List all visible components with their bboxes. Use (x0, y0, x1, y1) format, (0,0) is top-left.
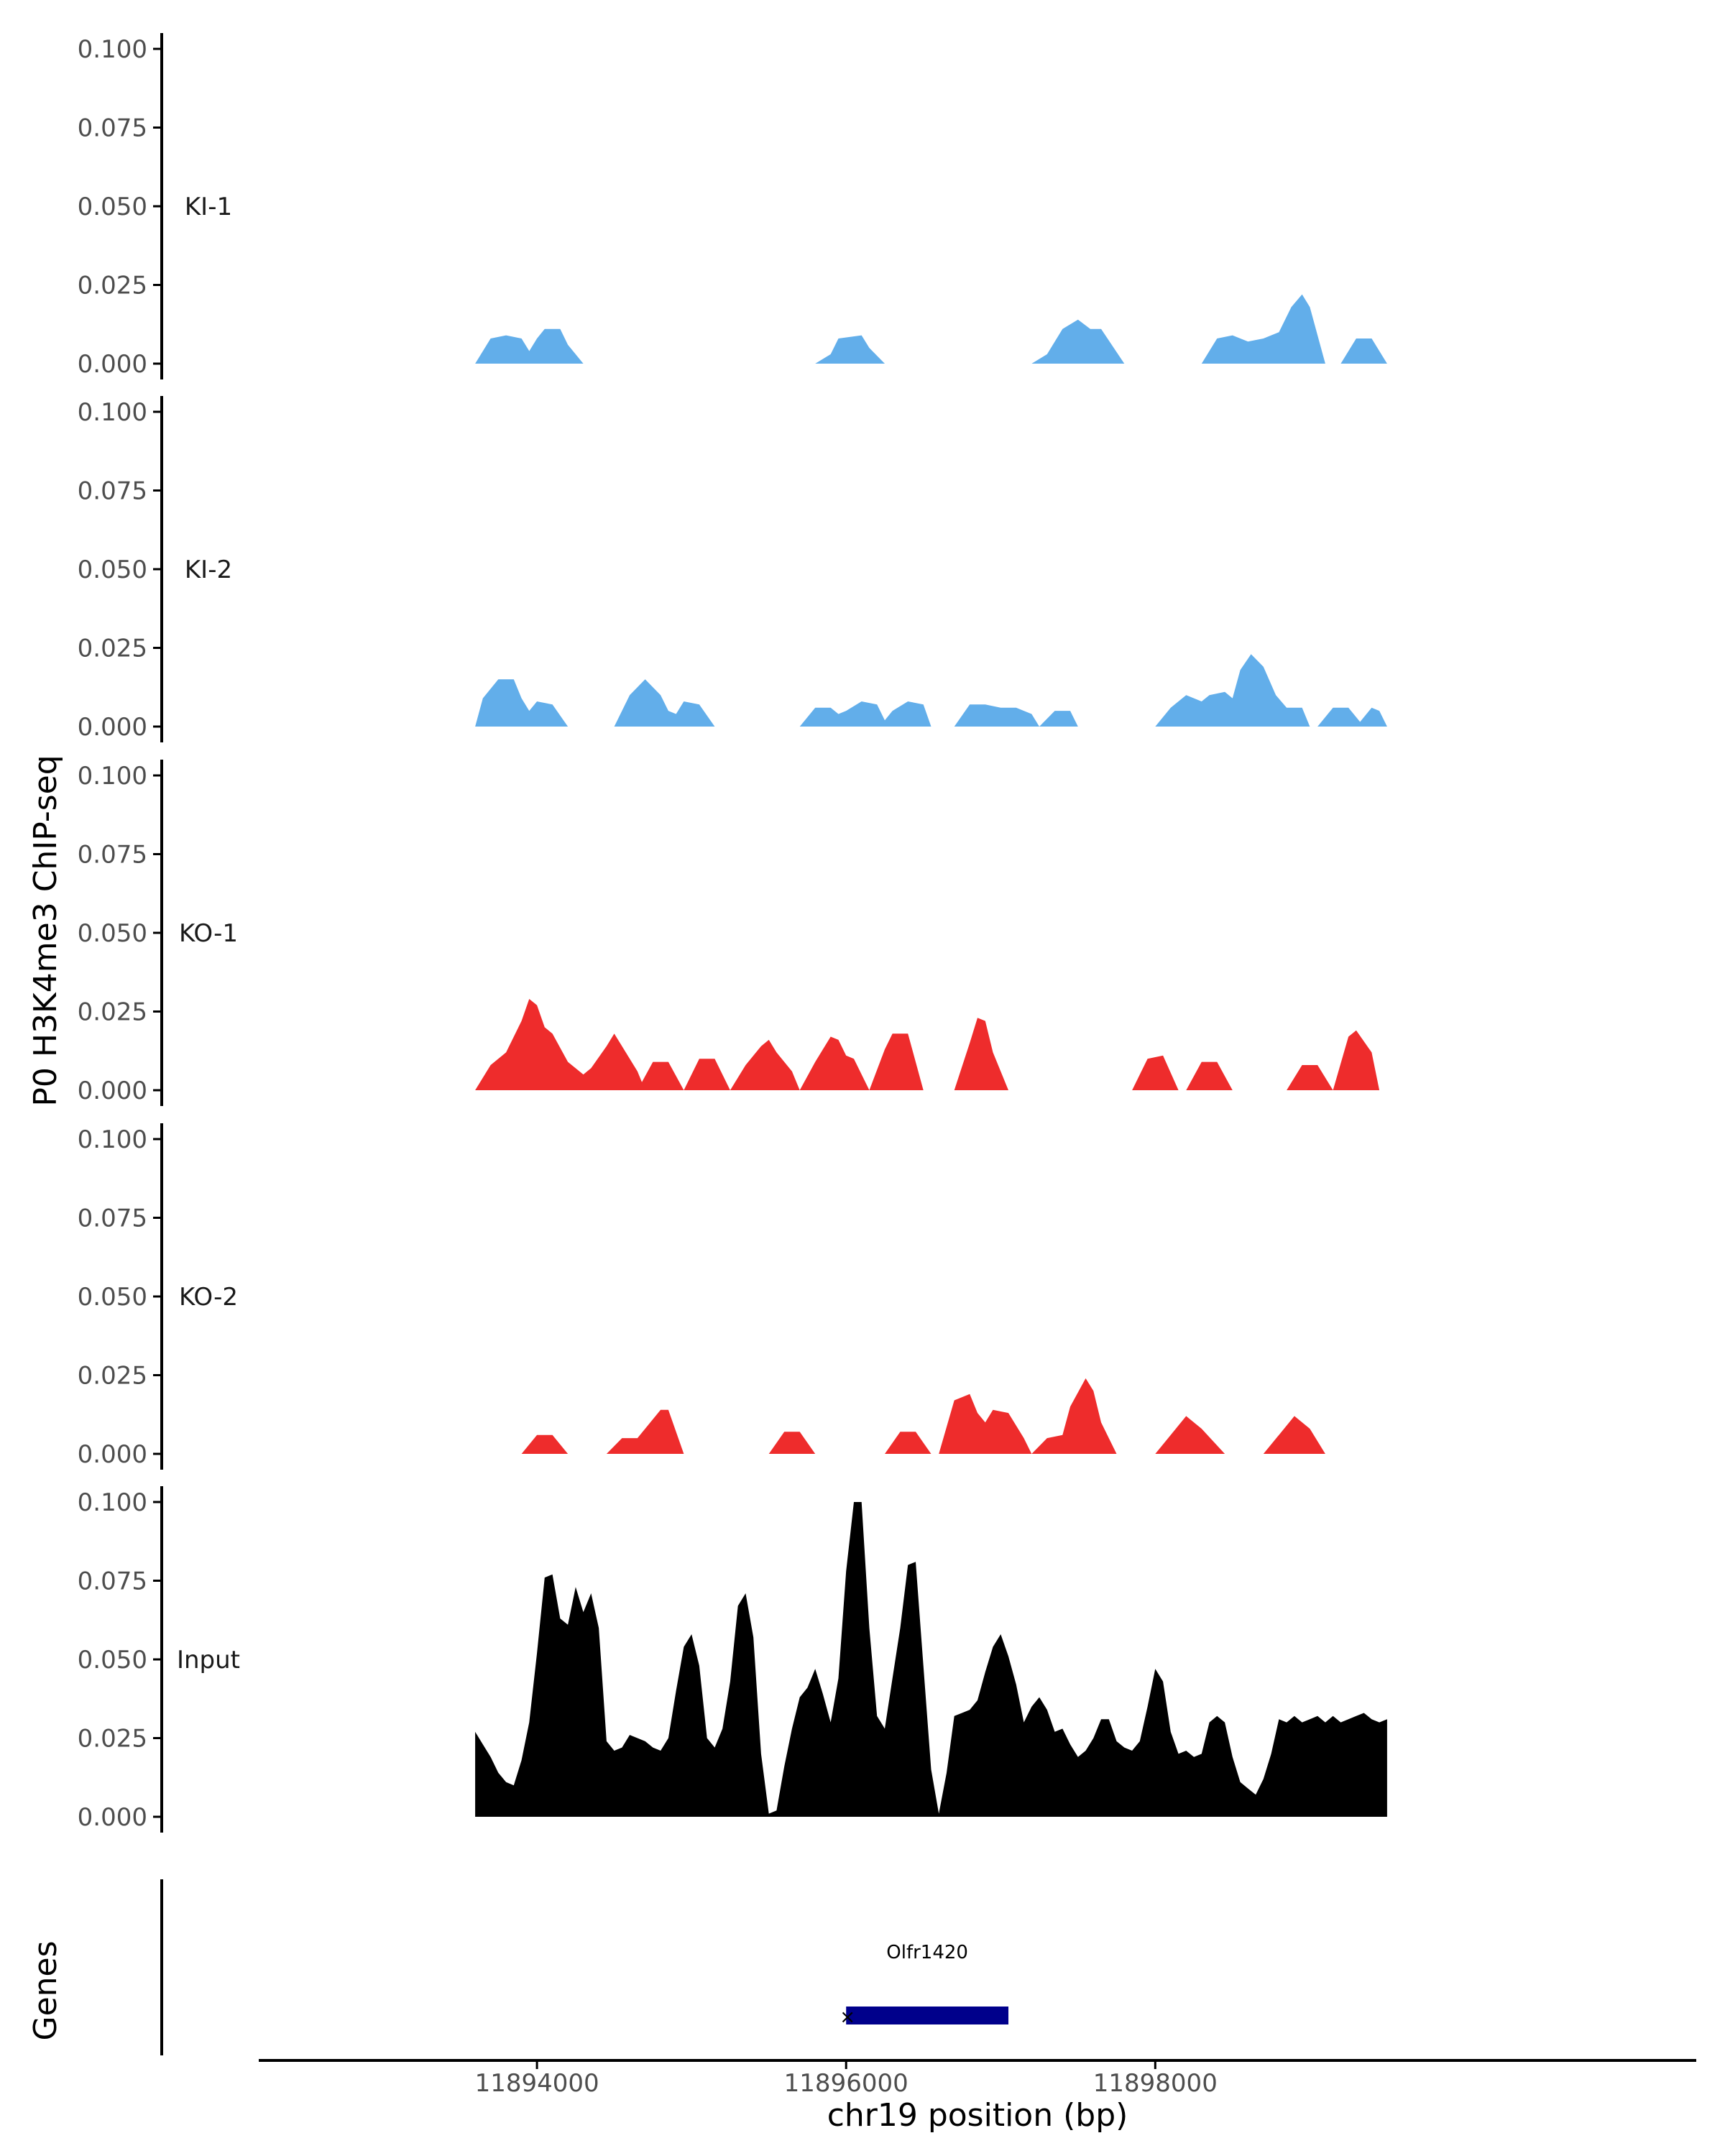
signal-area (1356, 707, 1387, 727)
gene-label: Olfr1420 (886, 1942, 968, 1963)
signal-area (869, 1033, 924, 1090)
y-axis-title: P0 H3K4me3 ChIP-seq (27, 755, 64, 1106)
signal-area (939, 1393, 1032, 1454)
signal-area (1155, 654, 1310, 727)
y-tick-label: 0.025 (78, 635, 147, 663)
x-axis-title: chr19 position (bp) (827, 2097, 1128, 2134)
y-tick-label: 0.050 (78, 919, 147, 948)
y-tick-label: 0.025 (78, 998, 147, 1027)
track-ko-2: 0.000 0.025 0.050 0.075 0.100 KO-2 (78, 1123, 1325, 1470)
y-tick-label: 0.075 (78, 477, 147, 506)
y-tick-label: 0.075 (78, 841, 147, 870)
signal-area (521, 328, 584, 364)
signal-area (799, 1036, 870, 1090)
signal-area (1333, 1030, 1380, 1090)
y-tick-label: 0.050 (78, 193, 147, 221)
signal-area (606, 1409, 684, 1454)
x-tick-label: 11894000 (475, 2069, 599, 2098)
signal-area (475, 1502, 1387, 1817)
track-input: 0.000 0.025 0.050 0.075 0.100 Input (78, 1486, 1387, 1833)
y-tick-label: 0.000 (78, 1440, 147, 1469)
y-tick-label: 0.025 (78, 272, 147, 300)
track-label: KO-1 (179, 919, 238, 948)
y-tick-label: 0.050 (78, 1283, 147, 1312)
signal-area (885, 1432, 932, 1454)
x-axis: 11894000 11896000 11898000 (259, 2059, 1696, 2098)
signal-area (475, 679, 569, 727)
signal-area (1317, 707, 1364, 727)
signal-area (614, 679, 715, 727)
y-tick-label: 0.025 (78, 1725, 147, 1754)
signal-area (521, 1434, 569, 1454)
tracks-layer: 0.0000.0250.0500.0750.100KI-10.0000.0250… (78, 33, 1387, 1833)
signal-area (1155, 1416, 1225, 1454)
y-tick-label: 0.100 (78, 398, 147, 427)
signal-area (1039, 711, 1078, 727)
signal-area (815, 335, 885, 364)
signal-area (730, 1039, 800, 1090)
signal-area (1186, 1061, 1233, 1090)
track-label: Input (177, 1646, 240, 1674)
y-tick-label: 0.000 (78, 350, 147, 379)
y-tick-label: 0.050 (78, 1646, 147, 1674)
signal-area (1340, 338, 1387, 364)
signal-area (768, 1432, 816, 1454)
signal-area (1287, 1065, 1333, 1090)
track-ko-1: 0.000 0.025 0.050 0.075 0.100 KO-1 (78, 760, 1380, 1106)
signal-area (1031, 319, 1125, 364)
signal-area (684, 1059, 730, 1090)
y-tick-label: 0.025 (78, 1362, 147, 1391)
y-tick-label: 0.075 (78, 114, 147, 143)
x-tick-label: 11896000 (784, 2069, 908, 2098)
genes-panel: × Olfr1420 (160, 1879, 1009, 2055)
signal-area (637, 1061, 684, 1090)
y-tick-label: 0.100 (78, 1488, 147, 1517)
track-label: KO-2 (179, 1283, 238, 1312)
track-label: KI-2 (185, 556, 232, 584)
signal-area (799, 701, 932, 727)
signal-area (954, 704, 1039, 727)
genes-axis-title: Genes (27, 1940, 64, 2040)
y-tick-label: 0.075 (78, 1204, 147, 1233)
y-tick-label: 0.100 (78, 1125, 147, 1154)
signal-area (1132, 1055, 1179, 1090)
signal-area (475, 335, 538, 364)
x-tick-label: 11898000 (1093, 2069, 1218, 2098)
strand-marker: × (840, 2007, 855, 2028)
track-label: KI-1 (185, 193, 232, 221)
signal-area (1201, 294, 1325, 364)
track-ki-2: 0.000 0.025 0.050 0.075 0.100 KI-2 (78, 396, 1387, 742)
signal-area (954, 1018, 1008, 1090)
y-tick-label: 0.050 (78, 556, 147, 584)
y-tick-label: 0.100 (78, 762, 147, 791)
signal-area (1031, 1378, 1117, 1454)
gene-body (846, 2007, 1009, 2024)
signal-area (475, 999, 645, 1090)
y-tick-label: 0.100 (78, 35, 147, 64)
y-tick-label: 0.000 (78, 713, 147, 742)
signal-area (1263, 1416, 1325, 1454)
track-ki-1: 0.000 0.025 0.050 0.075 0.100 KI-1 (78, 33, 1387, 379)
y-tick-label: 0.000 (78, 1077, 147, 1105)
y-tick-label: 0.075 (78, 1567, 147, 1596)
y-tick-label: 0.000 (78, 1803, 147, 1832)
